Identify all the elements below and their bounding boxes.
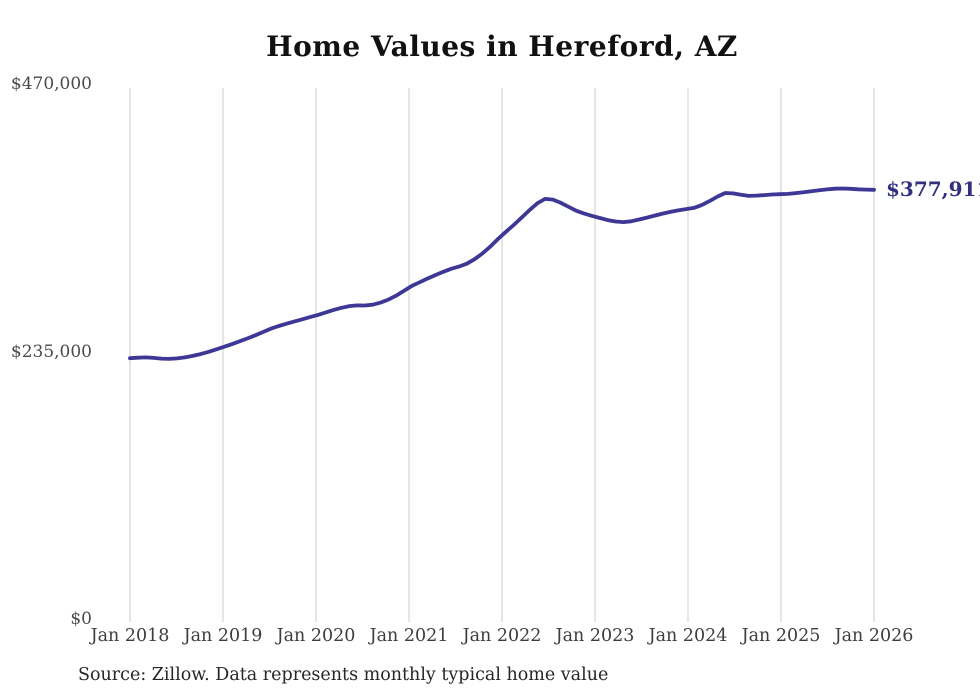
latest-value-label: $377,911 — [886, 176, 980, 201]
x-tick-label: Jan 2025 — [741, 626, 821, 646]
y-tick-label: $470,000 — [10, 74, 92, 94]
x-tick-label: Jan 2024 — [648, 626, 728, 646]
chart-title: Home Values in Hereford, AZ — [266, 30, 738, 63]
source-note: Source: Zillow. Data represents monthly … — [78, 665, 609, 685]
vertical-gridlines — [129, 88, 875, 622]
x-tick-label: Jan 2026 — [834, 626, 914, 646]
x-tick-label: Jan 2021 — [369, 626, 449, 646]
x-tick-label: Jan 2020 — [276, 626, 356, 646]
x-tick-label: Jan 2022 — [462, 626, 542, 646]
x-tick-label: Jan 2023 — [555, 626, 635, 646]
x-tick-label: Jan 2019 — [183, 626, 263, 646]
y-tick-label: $235,000 — [10, 341, 92, 362]
home-value-line — [128, 186, 876, 361]
y-tick-label: $0 — [70, 609, 92, 629]
x-tick-label: Jan 2018 — [90, 626, 170, 646]
